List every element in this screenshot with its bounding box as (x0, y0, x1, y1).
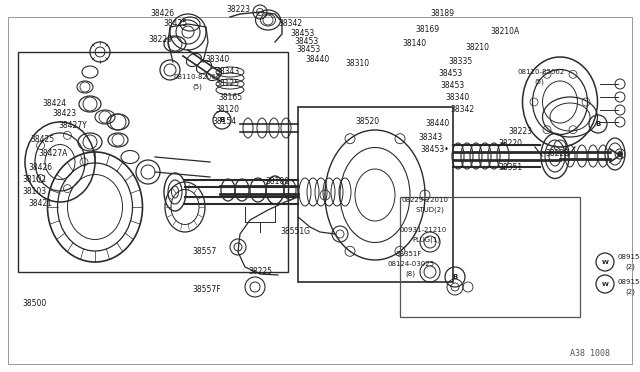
Text: 38427Y: 38427Y (58, 121, 87, 129)
Text: 08124-03025: 08124-03025 (388, 261, 435, 267)
Bar (18, 52, 288, 272)
Text: W: W (602, 260, 609, 264)
Text: 38342: 38342 (278, 19, 302, 29)
Text: 38165: 38165 (218, 93, 242, 103)
Circle shape (618, 151, 623, 157)
Text: 38351: 38351 (498, 163, 522, 171)
Text: STUD(2): STUD(2) (415, 207, 444, 213)
Text: 38102: 38102 (22, 176, 46, 185)
Text: 38310: 38310 (345, 60, 369, 68)
Text: 38453•: 38453• (420, 145, 449, 154)
Bar (400, 197, 580, 317)
Text: 38426: 38426 (28, 163, 52, 171)
Text: PLUG(1): PLUG(1) (412, 237, 440, 243)
Text: (8): (8) (405, 271, 415, 277)
Text: 38453: 38453 (438, 70, 462, 78)
Text: 38453: 38453 (294, 38, 318, 46)
Text: 08110-82062: 08110-82062 (518, 69, 565, 75)
Text: 08915-44010: 08915-44010 (618, 254, 640, 260)
Text: 38453: 38453 (296, 45, 320, 55)
Text: 38120: 38120 (215, 106, 239, 115)
Text: 38154: 38154 (212, 118, 236, 126)
Text: 38551G: 38551G (280, 228, 310, 237)
Text: 38351F: 38351F (395, 251, 421, 257)
Text: (5): (5) (534, 79, 544, 85)
Text: 38220: 38220 (148, 35, 172, 44)
Text: 00931-21210: 00931-21210 (400, 227, 447, 233)
Text: (2): (2) (625, 289, 635, 295)
Text: 38520: 38520 (355, 118, 379, 126)
Text: 38343: 38343 (418, 132, 442, 141)
Text: 38421: 38421 (28, 199, 52, 208)
Text: 38500: 38500 (22, 299, 46, 308)
Text: 38223: 38223 (508, 128, 532, 137)
Text: 38125: 38125 (215, 80, 239, 89)
Text: 38427A: 38427A (38, 150, 67, 158)
Text: (2): (2) (625, 264, 635, 270)
Text: 38424: 38424 (42, 99, 66, 109)
Text: 38335: 38335 (448, 58, 472, 67)
Text: 38440: 38440 (425, 119, 449, 128)
Text: B: B (595, 121, 600, 127)
Text: 38425: 38425 (163, 19, 187, 29)
Text: 38210: 38210 (465, 42, 489, 51)
Text: 38103: 38103 (22, 187, 46, 196)
Text: 38453: 38453 (290, 29, 314, 38)
Text: 38557F: 38557F (192, 285, 221, 295)
Text: 08915-24000: 08915-24000 (618, 279, 640, 285)
Text: 38342: 38342 (450, 106, 474, 115)
Text: 38223: 38223 (226, 4, 250, 13)
Text: 38228: 38228 (545, 150, 569, 158)
Text: 38220: 38220 (498, 140, 522, 148)
Text: 38100: 38100 (265, 177, 289, 186)
Text: 08110-82062: 08110-82062 (174, 74, 221, 80)
Text: 38425: 38425 (30, 135, 54, 144)
Text: B: B (220, 117, 225, 123)
Text: B: B (452, 274, 458, 280)
Text: 38340: 38340 (205, 55, 229, 64)
Text: (5): (5) (192, 84, 202, 90)
Text: 38423: 38423 (52, 109, 76, 119)
Text: 38340: 38340 (445, 93, 469, 102)
Bar (298, 107, 453, 282)
Text: 38440: 38440 (305, 55, 329, 64)
Text: 38343: 38343 (215, 67, 239, 77)
Text: 38169: 38169 (415, 26, 439, 35)
Text: 08229-22010: 08229-22010 (402, 197, 449, 203)
Text: 38225: 38225 (248, 267, 272, 276)
Text: 38210A: 38210A (490, 28, 519, 36)
Text: W: W (602, 282, 609, 286)
Text: 38453: 38453 (440, 81, 464, 90)
Text: 38426: 38426 (150, 10, 174, 19)
Text: A38 1008: A38 1008 (570, 350, 610, 359)
Text: 38557: 38557 (192, 247, 216, 257)
Text: 38140: 38140 (402, 39, 426, 48)
Text: 38189: 38189 (430, 10, 454, 19)
